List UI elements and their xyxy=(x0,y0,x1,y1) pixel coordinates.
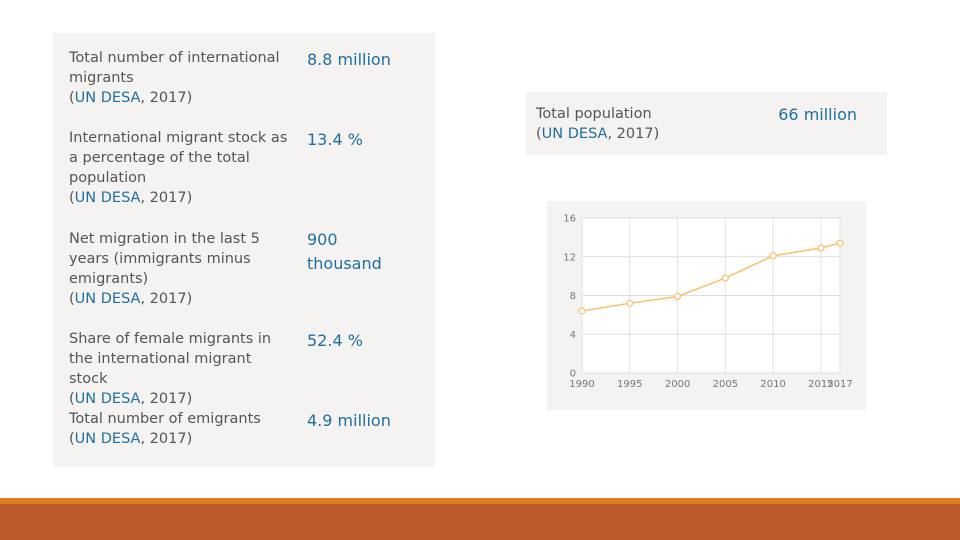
x-tick-label: 2017 xyxy=(827,379,852,390)
footer-stripe-bottom xyxy=(0,504,960,540)
stat-label-emigrants: Total number of emigrants (UN DESA, 2017… xyxy=(69,411,261,447)
population-label: Total population (UN DESA, 2017) xyxy=(536,106,660,142)
y-tick-label: 16 xyxy=(563,214,576,225)
source-link[interactable]: UN DESA xyxy=(74,291,141,307)
x-tick-label: 1990 xyxy=(569,379,594,390)
data-point xyxy=(721,274,729,282)
stat-value-net-migration: 900 thousand xyxy=(307,230,382,273)
data-point xyxy=(769,252,777,260)
y-tick-label: 0 xyxy=(570,369,576,380)
x-tick-label: 2015 xyxy=(808,379,833,390)
source-link[interactable]: UN DESA xyxy=(74,431,141,447)
stat-label-female-share: Share of female migrants in the internat… xyxy=(69,331,272,407)
stat-label-migrant-percentage: International migrant stock as a percent… xyxy=(69,130,288,206)
source-link[interactable]: UN DESA xyxy=(541,126,608,142)
migrant-percentage-chart: 0 4 8 12 16 1990 1995 2000 2005 2010 2015 2017 xyxy=(547,201,866,410)
migration-stats-panel: Total number of international migrants (… xyxy=(53,33,435,467)
data-point xyxy=(578,307,586,315)
stat-label-total-migrants: Total number of international migrants (… xyxy=(69,50,280,106)
y-tick-label: 12 xyxy=(563,252,576,263)
y-tick-label: 8 xyxy=(570,291,576,302)
y-tick-label: 4 xyxy=(570,330,576,341)
footer-stripe-top xyxy=(0,498,960,504)
x-tick-label: 2010 xyxy=(760,379,785,390)
data-point xyxy=(673,292,682,301)
source-link[interactable]: UN DESA xyxy=(74,190,141,206)
x-tick-label: 1995 xyxy=(617,379,642,390)
x-tick-label: 2000 xyxy=(665,379,690,390)
source-link[interactable]: UN DESA xyxy=(74,90,141,106)
population-value: 66 million xyxy=(778,105,857,124)
stat-value-migrant-percentage: 13.4 % xyxy=(307,130,363,149)
x-tick-label: 2005 xyxy=(713,379,738,390)
stat-value-total-migrants: 8.8 million xyxy=(307,50,391,69)
stat-label-net-migration: Net migration in the last 5 years (immig… xyxy=(69,231,260,307)
data-point xyxy=(626,299,634,307)
stat-value-female-share: 52.4 % xyxy=(307,331,363,350)
stat-value-emigrants: 4.9 million xyxy=(307,411,391,430)
data-point xyxy=(817,244,825,252)
source-link[interactable]: UN DESA xyxy=(74,391,141,407)
data-point xyxy=(836,239,844,247)
population-panel: Total population (UN DESA, 2017) 66 mill… xyxy=(526,92,887,155)
